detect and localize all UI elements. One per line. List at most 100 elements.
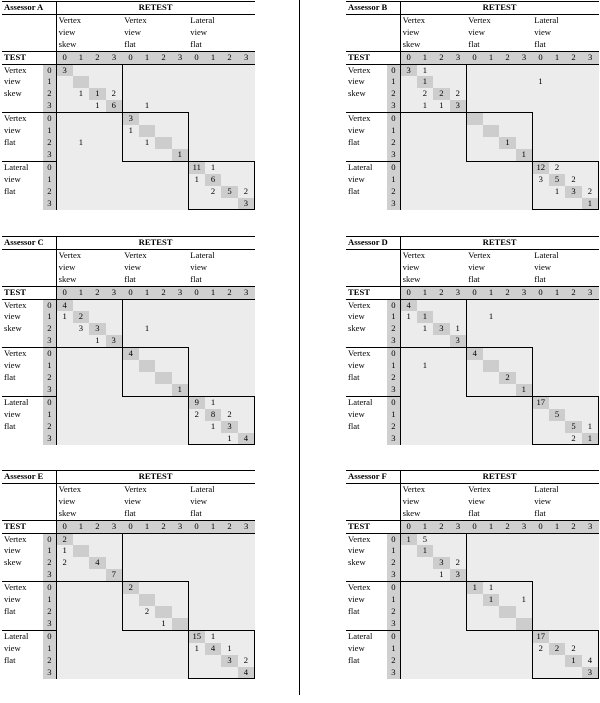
- agreement-cell: 1: [581, 432, 599, 446]
- table-row: view 1 1 1 1: [346, 311, 599, 324]
- agreement-cell: [532, 125, 549, 137]
- agreement-cell: [55, 371, 73, 384]
- agreement-cell: 1: [204, 420, 222, 433]
- agreement-cell: [515, 185, 533, 198]
- agreement-cell: [465, 125, 483, 137]
- agreement-cell: [89, 408, 106, 421]
- agreement-table: Assessor D RETEST Vertex Vertex Lateral view v…: [346, 236, 599, 446]
- test-level-index: 1: [387, 311, 401, 324]
- agreement-cell: [515, 617, 533, 631]
- agreement-cell: [89, 396, 106, 409]
- agreement-cell: 1: [204, 160, 222, 174]
- agreement-cell: [105, 420, 123, 433]
- agreement-cell: [465, 605, 483, 618]
- agreement-cell: [55, 125, 73, 137]
- test-level-index: 1: [43, 173, 57, 186]
- agreement-cell: [221, 335, 238, 348]
- agreement-cell: [399, 100, 417, 114]
- agreement-cell: [171, 76, 189, 89]
- agreement-cell: [138, 125, 156, 137]
- table-row: Lateral 0 12 2: [346, 160, 599, 174]
- agreement-cell: [105, 371, 123, 384]
- agreement-cell: [499, 125, 516, 137]
- test-label: TEST: [346, 50, 401, 65]
- agreement-cell: [532, 100, 549, 113]
- agreement-cell: [72, 63, 90, 77]
- agreement-cell: [55, 100, 73, 114]
- table-row: Lateral 0 9 1: [2, 395, 255, 409]
- agreement-cell: [55, 630, 73, 643]
- agreement-cell: [499, 161, 516, 174]
- test-level-index: 3: [387, 666, 401, 679]
- agreement-cell: [188, 335, 205, 348]
- column-group-label: Lateral: [534, 483, 559, 494]
- agreement-cell: 2: [138, 605, 156, 618]
- agreement-cell: [499, 88, 516, 101]
- agreement-table: Assessor F RETEST Vertex Vertex Lateral view v…: [346, 470, 599, 680]
- agreement-cell: [532, 594, 549, 606]
- agreement-cell: [531, 432, 549, 446]
- agreement-cell: 1: [138, 100, 156, 113]
- agreement-cell: 1: [482, 594, 500, 606]
- agreement-cell: [433, 311, 450, 324]
- agreement-cell: [416, 112, 434, 126]
- agreement-cell: [55, 666, 73, 679]
- agreement-cell: [581, 311, 599, 324]
- agreement-cell: [221, 605, 238, 618]
- agreement-cell: [122, 533, 139, 546]
- column-group-label: Lateral: [534, 249, 559, 260]
- agreement-cell: [171, 654, 189, 667]
- agreement-cell: [89, 383, 106, 397]
- test-group-label: view: [4, 642, 21, 653]
- agreement-cell: [221, 311, 238, 324]
- column-group-label: flat: [124, 38, 136, 49]
- agreement-cell: [105, 617, 123, 631]
- agreement-cell: [565, 299, 582, 312]
- agreement-cell: [515, 630, 533, 643]
- agreement-cell: [89, 161, 106, 174]
- agreement-cell: [532, 557, 549, 570]
- agreement-cell: [581, 617, 599, 631]
- agreement-cell: 7: [105, 569, 123, 583]
- agreement-cell: [155, 420, 172, 433]
- agreement-cell: [449, 396, 467, 409]
- agreement-cell: [221, 347, 238, 361]
- agreement-cell: [105, 63, 123, 77]
- agreement-cell: [515, 100, 533, 113]
- agreement-cell: [515, 125, 533, 137]
- agreement-cell: [221, 581, 238, 595]
- agreement-cell: [171, 533, 189, 546]
- test-level-index: 0: [43, 347, 57, 361]
- header-spacer: [2, 14, 56, 26]
- agreement-cell: [465, 617, 483, 631]
- retest-header: RETEST: [399, 1, 599, 15]
- retest-level-header: 1: [204, 285, 222, 300]
- table-row: Vertex 0 3: [2, 112, 255, 126]
- table-row: Vertex 0 3: [2, 63, 255, 77]
- table-row: Lateral 0 15 1: [2, 629, 255, 643]
- table-row: flat 2: [2, 371, 255, 384]
- agreement-cell: [399, 136, 417, 149]
- agreement-cell: [171, 617, 189, 631]
- agreement-cell: [138, 654, 156, 667]
- agreement-cell: [105, 594, 123, 606]
- column-group-label: view: [190, 495, 207, 506]
- table-row: Lateral 0 17: [346, 629, 599, 643]
- agreement-cell: [138, 64, 156, 77]
- agreement-cell: [565, 594, 582, 606]
- agreement-cell: [548, 347, 566, 361]
- test-group-label: Vertex: [348, 64, 371, 75]
- agreement-cell: 1: [581, 197, 599, 211]
- agreement-cell: [548, 545, 566, 558]
- agreement-cell: [433, 642, 450, 655]
- test-level-index: 2: [387, 323, 401, 336]
- retest-level-header: 3: [105, 285, 123, 300]
- assessor-title: Assessor D: [346, 236, 401, 250]
- agreement-cell: [237, 371, 255, 384]
- table-row: Vertex 0 2: [2, 532, 255, 546]
- agreement-cell: [581, 371, 599, 384]
- agreement-cell: [499, 197, 516, 210]
- header-spacer: [2, 274, 56, 286]
